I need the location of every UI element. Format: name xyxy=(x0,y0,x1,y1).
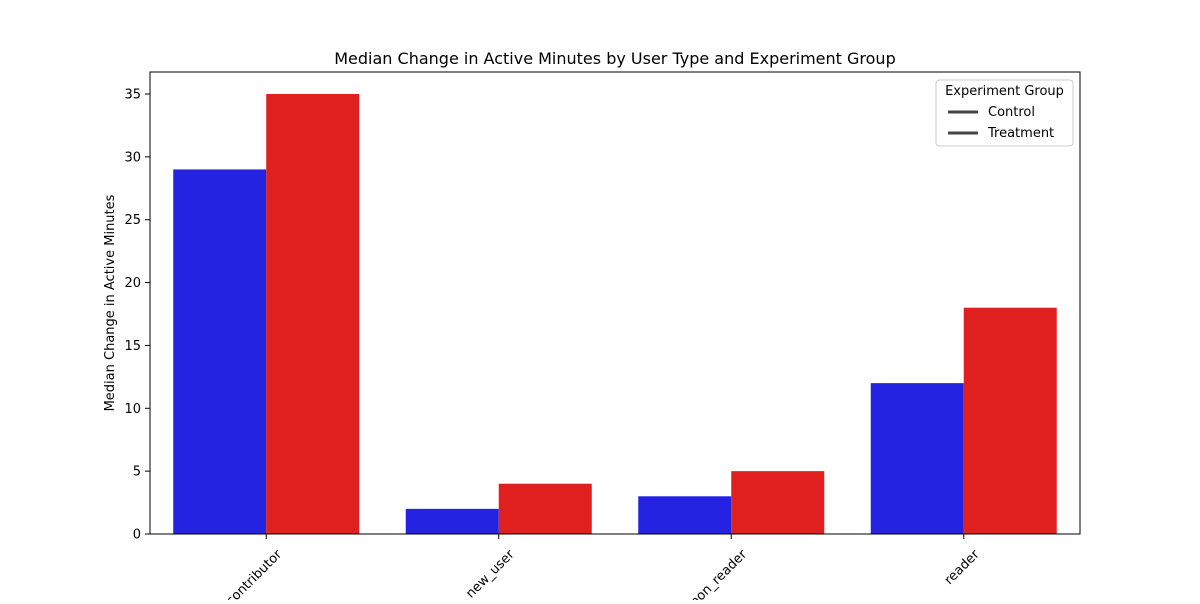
bar-control-non_reader xyxy=(638,496,732,534)
legend: Experiment Group Control Treatment xyxy=(935,79,1074,147)
x-tick-label: reader xyxy=(942,547,983,588)
legend-frame xyxy=(935,79,1074,147)
x-tick-label: contributor xyxy=(223,547,285,600)
legend-label-treatment: Treatment xyxy=(987,126,1054,141)
bar-treatment-contributor xyxy=(266,94,360,534)
bar-treatment-reader xyxy=(963,307,1057,534)
y-tick-label: 5 xyxy=(133,465,141,480)
bar-treatment-non_reader xyxy=(731,471,825,534)
y-tick-label: 30 xyxy=(124,150,141,165)
y-tick-label: 20 xyxy=(124,276,141,291)
plot-area: 0 5 10 15 20 25 30 35 contributor new_user non_rea… xyxy=(124,71,1081,604)
axes-frame xyxy=(149,71,1081,535)
y-tick-label: 10 xyxy=(124,402,141,417)
y-axis-label: Median Change in Active Minutes xyxy=(103,194,118,411)
chart-title: Median Change in Active Minutes by User … xyxy=(334,49,895,68)
x-tick-label: non_reader xyxy=(687,547,750,600)
y-tick-label: 15 xyxy=(124,339,141,354)
legend-title: Experiment Group xyxy=(945,84,1064,99)
bar-control-new_user xyxy=(405,508,499,534)
bar-treatment-new_user xyxy=(498,483,592,534)
x-tick-label: new_user xyxy=(463,547,518,600)
y-tick-label: 35 xyxy=(124,88,141,103)
bar-control-contributor xyxy=(173,169,267,534)
bar-control-reader xyxy=(870,383,964,534)
y-tick-label: 0 xyxy=(133,528,141,543)
y-tick-label: 25 xyxy=(124,213,141,228)
legend-label-control: Control xyxy=(988,105,1035,120)
